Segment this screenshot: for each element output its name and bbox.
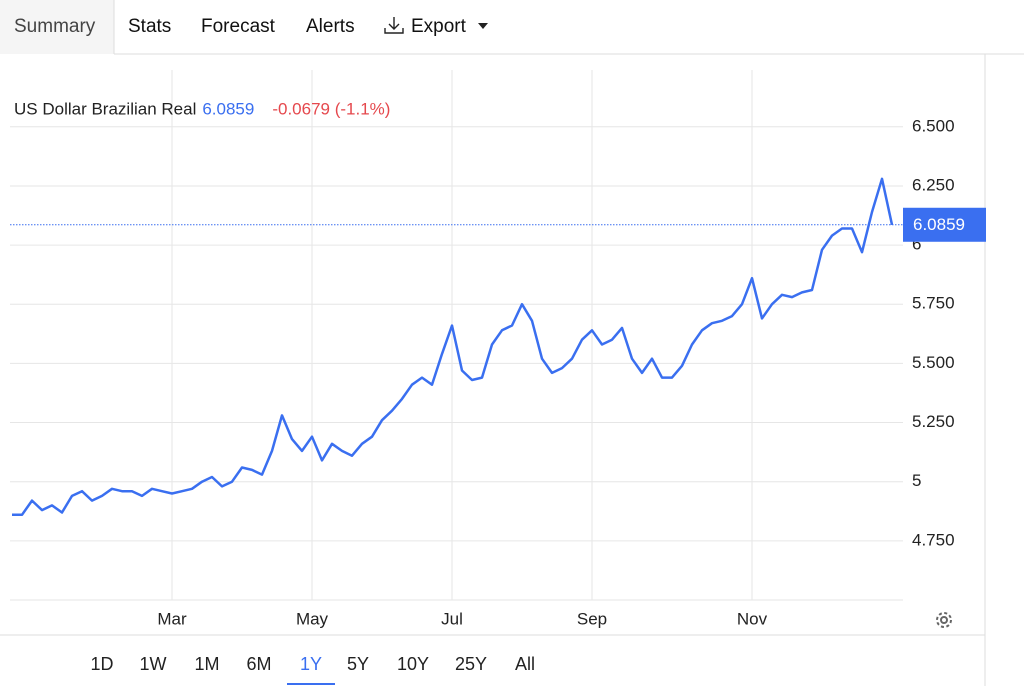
settings-icon[interactable] — [936, 612, 952, 628]
y-tick-label: 6.500 — [912, 116, 955, 135]
range-button[interactable]: 1W — [140, 654, 167, 674]
chart-title: US Dollar Brazilian Real — [14, 99, 196, 118]
last-price-badge — [903, 207, 986, 242]
y-tick-label: 5.250 — [912, 412, 955, 431]
x-tick-label: Nov — [737, 609, 768, 628]
range-button[interactable]: 1Y — [300, 654, 322, 674]
y-tick-label: 6 — [912, 235, 921, 254]
range-button[interactable]: All — [515, 654, 535, 674]
active-tab-bg — [0, 0, 114, 54]
range-button[interactable]: 1M — [194, 654, 219, 674]
range-button[interactable]: 25Y — [455, 654, 487, 674]
tab[interactable]: Forecast — [201, 16, 276, 37]
current-price: 6.0859 — [202, 99, 254, 118]
x-tick-label: Mar — [157, 609, 187, 628]
y-tick-label: 6.250 — [912, 175, 955, 194]
tab[interactable]: Export — [411, 16, 467, 37]
price-line — [12, 177, 894, 517]
range-button[interactable]: 1D — [90, 654, 113, 674]
last-price-label: 6.0859 — [913, 215, 965, 234]
tab[interactable]: Alerts — [306, 16, 355, 37]
export-icon — [384, 17, 404, 34]
range-button[interactable]: 5Y — [347, 654, 369, 674]
export-caret — [478, 23, 488, 29]
y-tick-label: 5 — [912, 471, 921, 490]
y-tick-label: 5.750 — [912, 294, 955, 313]
range-button[interactable]: 6M — [246, 654, 271, 674]
range-button[interactable]: 10Y — [397, 654, 429, 674]
y-tick-label: 4.750 — [912, 530, 955, 549]
y-tick-label: 5.500 — [912, 353, 955, 372]
x-tick-label: May — [296, 609, 329, 628]
price-change: -0.0679 (-1.1%) — [272, 99, 390, 118]
tab[interactable]: Summary — [14, 16, 96, 37]
tab[interactable]: Stats — [128, 16, 171, 37]
x-tick-label: Jul — [441, 609, 463, 628]
x-tick-label: Sep — [577, 609, 607, 628]
